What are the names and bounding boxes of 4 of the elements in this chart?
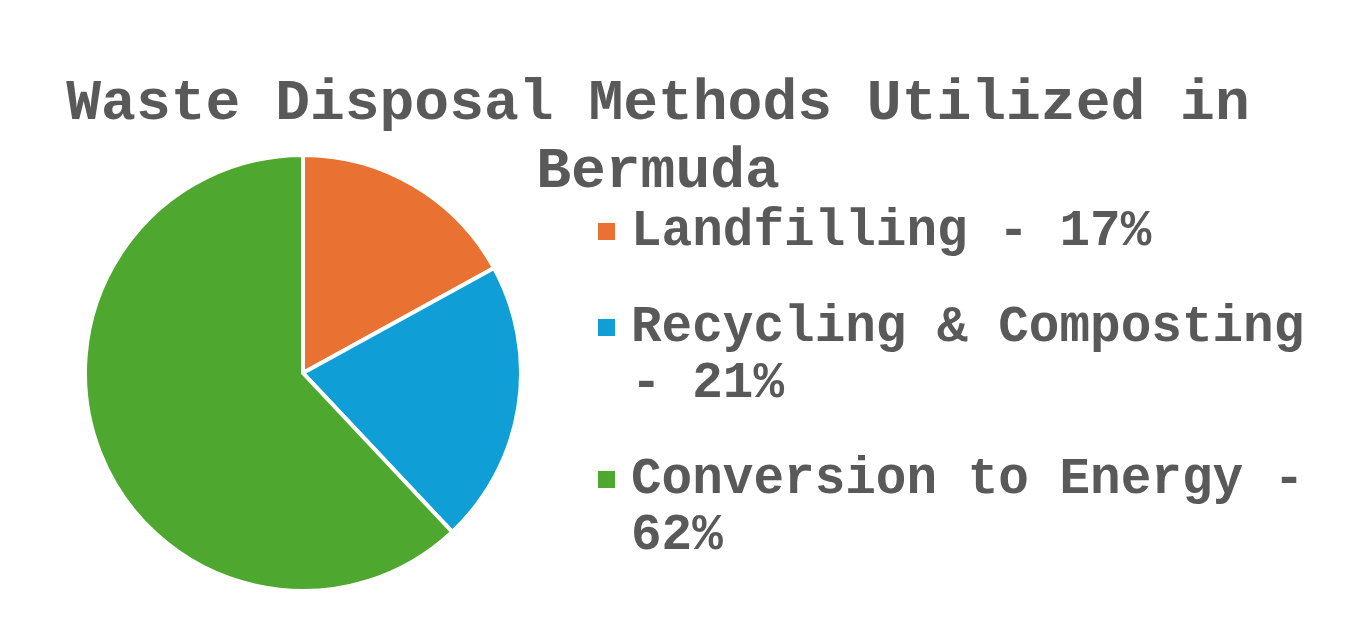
legend-label: Conversion to Energy - 62% — [631, 451, 1306, 564]
chart-title: Waste Disposal Methods Utilized in Bermuda — [65, 70, 1251, 206]
legend-label: Recycling & Composting - 21% — [631, 299, 1306, 412]
legend-label: Landfilling - 17% — [631, 203, 1152, 260]
